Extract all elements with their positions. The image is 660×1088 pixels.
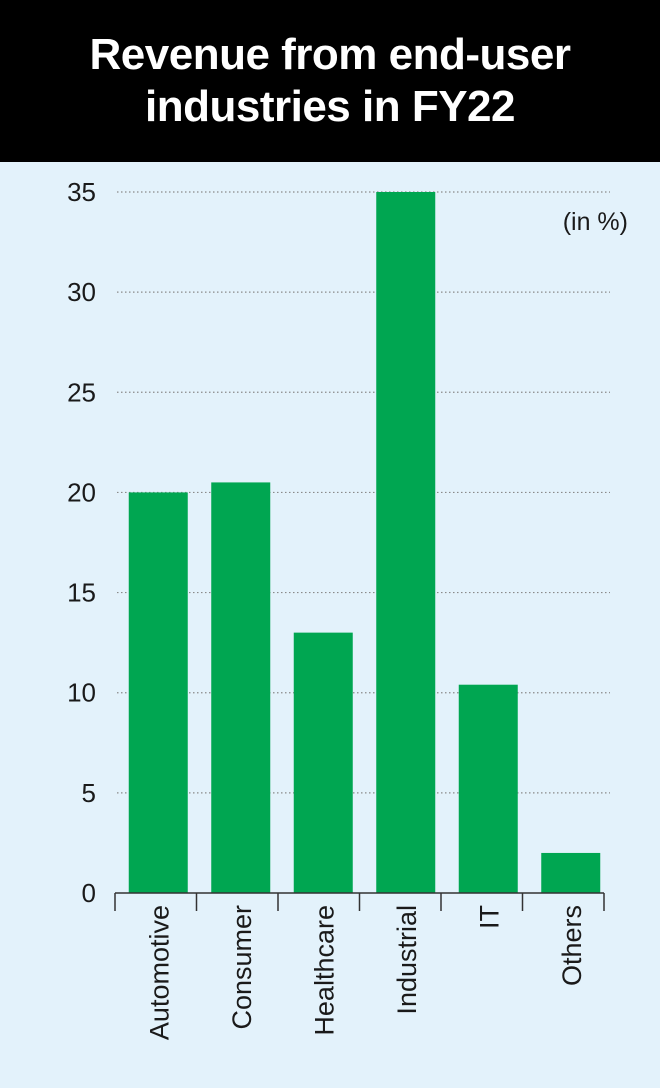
y-tick-label: 5: [82, 778, 96, 808]
gridlines: [117, 191, 610, 794]
bar: [376, 192, 436, 893]
x-tick-label: Industrial: [392, 905, 422, 1015]
y-tick-label: 30: [67, 277, 96, 307]
bar: [458, 684, 518, 893]
y-tick-label: 35: [67, 177, 96, 207]
bar: [541, 852, 601, 893]
chart-title-line-1: Revenue from end-user: [89, 30, 571, 79]
unit-label: (in %): [563, 208, 628, 236]
y-tick-label: 20: [67, 477, 96, 507]
x-tick-label: Automotive: [144, 905, 174, 1040]
x-tick-label: Consumer: [227, 905, 257, 1030]
bar: [128, 492, 188, 893]
chart-title: Revenue from end-user industries in FY22: [0, 0, 660, 162]
y-tick-label: 10: [67, 678, 96, 708]
y-tick-label: 25: [67, 377, 96, 407]
y-tick-label: 0: [82, 878, 96, 908]
y-axis-ticks: 0 5 10 15 20 25 30 35: [67, 177, 96, 908]
chart-title-line-2: industries in FY22: [145, 82, 515, 131]
bar: [293, 632, 353, 893]
bar: [211, 482, 271, 893]
y-tick-label: 15: [67, 578, 96, 608]
x-tick-label: IT: [474, 905, 504, 929]
bars: [128, 192, 601, 893]
x-tick-label: Others: [557, 905, 587, 986]
x-axis-labels: Automotive Consumer Healthcare Industrial IT…: [144, 905, 587, 1040]
x-axis: [114, 892, 605, 911]
x-tick-label: Healthcare: [309, 905, 339, 1036]
bar-chart: 0 5 10 15 20 25 30 35 Automotive Consumer Healthc…: [67, 177, 628, 1040]
